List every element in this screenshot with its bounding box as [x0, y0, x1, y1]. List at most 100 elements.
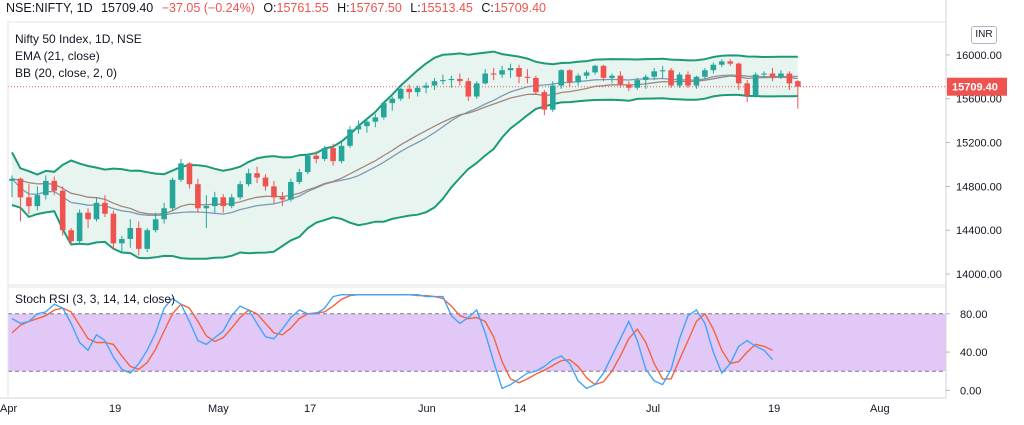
candle-body[interactable]: [127, 228, 134, 239]
candle-body[interactable]: [76, 212, 83, 242]
candle-body[interactable]: [102, 202, 108, 214]
candle-body[interactable]: [237, 184, 243, 198]
candle-body[interactable]: [769, 73, 776, 77]
candle[interactable]: [524, 69, 531, 84]
candle-body[interactable]: [431, 81, 438, 86]
candle-body[interactable]: [735, 63, 742, 84]
candle-body[interactable]: [558, 70, 565, 86]
candle-body[interactable]: [778, 73, 784, 77]
candle[interactable]: [507, 63, 514, 78]
candle-body[interactable]: [144, 230, 150, 249]
candle[interactable]: [212, 191, 218, 213]
candle-body[interactable]: [169, 179, 176, 209]
candle-body[interactable]: [195, 184, 201, 209]
candle[interactable]: [288, 178, 294, 202]
candle-body[interactable]: [651, 71, 657, 77]
candle[interactable]: [600, 64, 607, 82]
candle-body[interactable]: [617, 75, 624, 85]
candle-body[interactable]: [245, 173, 252, 185]
candle-body[interactable]: [313, 155, 319, 159]
candle-body[interactable]: [524, 76, 531, 78]
candle-body[interactable]: [26, 197, 32, 207]
candle-body[interactable]: [499, 70, 505, 75]
candle[interactable]: [702, 68, 708, 79]
candle[interactable]: [431, 77, 438, 90]
candle-body[interactable]: [702, 70, 708, 77]
candle-body[interactable]: [541, 92, 548, 110]
stoch-rsi-pane[interactable]: [8, 294, 946, 390]
candle[interactable]: [516, 64, 522, 84]
candle[interactable]: [220, 194, 227, 213]
candle[interactable]: [135, 221, 142, 256]
candle-body[interactable]: [347, 129, 353, 146]
bb-legend[interactable]: BB (20, close, 2, 0): [15, 66, 118, 80]
candle[interactable]: [642, 74, 649, 89]
candle-body[interactable]: [786, 73, 793, 84]
candle-body[interactable]: [321, 148, 328, 159]
candle-body[interactable]: [178, 163, 184, 180]
candle-body[interactable]: [152, 219, 159, 231]
candle[interactable]: [59, 186, 66, 236]
candle-body[interactable]: [592, 65, 598, 73]
candle[interactable]: [51, 176, 58, 196]
candle-body[interactable]: [59, 190, 66, 231]
candle-body[interactable]: [465, 81, 472, 97]
ema-line[interactable]: [11, 75, 798, 215]
candle[interactable]: [161, 202, 167, 224]
candle[interactable]: [296, 168, 303, 185]
candle-body[interactable]: [423, 85, 429, 88]
candle-body[interactable]: [43, 180, 49, 196]
candle[interactable]: [186, 162, 193, 189]
price-pane[interactable]: [8, 50, 946, 260]
candle-body[interactable]: [719, 61, 725, 65]
candle-body[interactable]: [85, 212, 91, 220]
candle-body[interactable]: [279, 197, 286, 200]
candle-body[interactable]: [626, 84, 632, 88]
candle[interactable]: [372, 114, 379, 128]
candle-body[interactable]: [389, 98, 396, 104]
candle[interactable]: [17, 177, 24, 222]
candle-body[interactable]: [550, 85, 556, 110]
candle[interactable]: [727, 59, 734, 66]
candle[interactable]: [381, 101, 387, 120]
candle[interactable]: [566, 69, 573, 87]
candle[interactable]: [195, 178, 201, 213]
candle[interactable]: [499, 65, 505, 78]
candle-body[interactable]: [304, 155, 311, 173]
candle-body[interactable]: [752, 74, 759, 96]
candle-body[interactable]: [51, 180, 58, 191]
candle[interactable]: [144, 228, 150, 253]
candle-body[interactable]: [296, 172, 303, 182]
candle-body[interactable]: [583, 72, 590, 76]
candle[interactable]: [626, 81, 632, 92]
candle[interactable]: [68, 228, 74, 246]
candle-body[interactable]: [212, 197, 218, 207]
candle[interactable]: [313, 151, 319, 164]
candle-body[interactable]: [668, 70, 674, 86]
candle-body[interactable]: [676, 74, 683, 86]
candle[interactable]: [786, 71, 793, 90]
candle[interactable]: [262, 174, 269, 191]
candle[interactable]: [719, 59, 725, 67]
candle[interactable]: [178, 158, 184, 182]
candle[interactable]: [237, 180, 243, 200]
candle[interactable]: [228, 194, 235, 209]
candle[interactable]: [533, 75, 539, 95]
candle-body[interactable]: [744, 83, 750, 96]
candle-body[interactable]: [228, 197, 235, 207]
candle[interactable]: [440, 74, 446, 85]
candle[interactable]: [541, 89, 548, 116]
candle-body[interactable]: [634, 80, 641, 88]
candle[interactable]: [795, 80, 801, 109]
candle-body[interactable]: [93, 202, 100, 220]
candle[interactable]: [676, 72, 683, 88]
candle-body[interactable]: [482, 73, 488, 84]
bb-basis-line[interactable]: [11, 74, 798, 217]
candle[interactable]: [338, 142, 345, 164]
candle[interactable]: [34, 186, 41, 211]
candle[interactable]: [76, 209, 83, 244]
candle[interactable]: [330, 143, 336, 166]
candle[interactable]: [152, 212, 159, 233]
candle[interactable]: [102, 195, 108, 218]
candle[interactable]: [465, 77, 472, 101]
